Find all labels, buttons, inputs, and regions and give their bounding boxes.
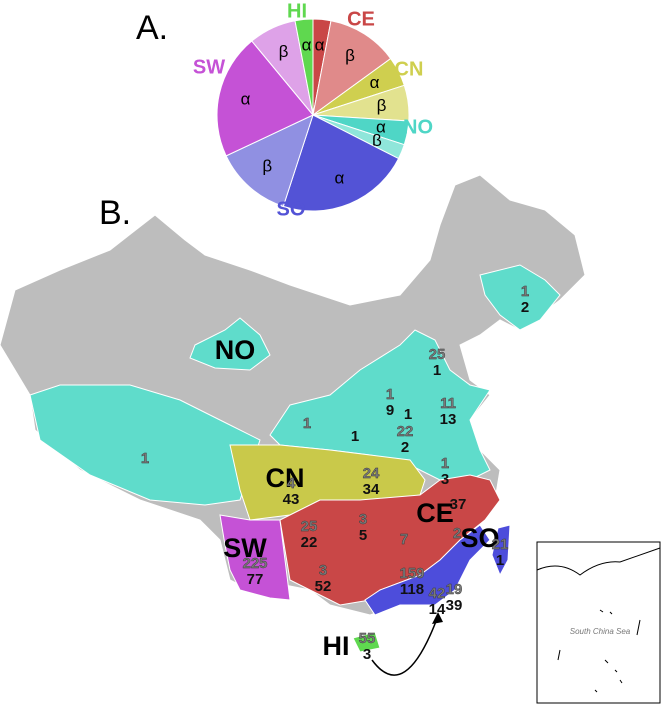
panel-label: A. xyxy=(136,9,168,47)
slice-label: β xyxy=(262,156,272,175)
count-bottom: 9 xyxy=(386,402,394,419)
count-top: 225 xyxy=(242,555,267,572)
arrow xyxy=(371,615,439,676)
count-bottom: 14 xyxy=(429,601,446,618)
count-top: 2 xyxy=(453,525,461,542)
region-hi xyxy=(352,631,381,653)
region-taiwan xyxy=(491,524,511,577)
slice-label: α xyxy=(376,117,386,136)
pie-slice xyxy=(312,20,392,117)
slice-label: α xyxy=(302,36,312,55)
count-top: 1 xyxy=(441,455,449,472)
region-sw xyxy=(219,514,291,601)
inset: South China Sea xyxy=(536,541,661,704)
group-label: HI xyxy=(287,0,307,22)
count-top: 3 xyxy=(319,562,327,579)
inset-label: South China Sea xyxy=(570,627,631,636)
group-label: NO xyxy=(403,116,433,138)
region-north xyxy=(189,317,271,371)
pie-slice xyxy=(216,40,314,157)
count-top: 1 xyxy=(521,283,529,300)
region-label: NO xyxy=(215,335,256,365)
inset-islands xyxy=(557,609,641,693)
count-top: 55 xyxy=(359,630,376,647)
count-top: 25 xyxy=(301,518,318,535)
count-bottom: 3 xyxy=(363,646,371,663)
count-bottom: 1 xyxy=(404,406,412,423)
count-top: 3 xyxy=(359,511,367,528)
count-bottom: 43 xyxy=(283,491,300,508)
count-top: 42 xyxy=(429,585,446,602)
count-top: 19 xyxy=(446,581,463,598)
slice-label: α xyxy=(335,168,345,187)
count-top: 1 xyxy=(141,450,149,467)
pie-slice xyxy=(294,18,314,116)
count-bottom: 1 xyxy=(433,362,441,379)
slice-label: β xyxy=(279,42,289,61)
count-bottom: 1 xyxy=(496,552,504,569)
region-label: CN xyxy=(266,463,305,493)
count-bottom: 2 xyxy=(401,439,409,456)
group-label: CN xyxy=(395,58,424,80)
region-ce xyxy=(279,474,501,606)
count-bottom: 77 xyxy=(247,571,264,588)
count-top: 1 xyxy=(303,415,311,432)
count-bottom: 39 xyxy=(446,597,463,614)
slice-label: β xyxy=(377,96,387,115)
region-label: HI xyxy=(323,631,350,661)
group-label: SW xyxy=(193,56,225,78)
count-bottom: 37 xyxy=(450,496,467,513)
count-bottom: 2 xyxy=(521,299,529,316)
count-bottom: 34 xyxy=(363,481,380,498)
count-bottom: 118 xyxy=(400,581,424,598)
pie-slice xyxy=(225,114,314,207)
slice-label: α xyxy=(370,73,380,92)
slice-label: α xyxy=(315,36,325,55)
count-bottom: 52 xyxy=(315,578,332,595)
inset-coast xyxy=(536,547,661,576)
region-label: SW xyxy=(223,533,267,563)
slice-label: β xyxy=(372,131,382,150)
panel-label: B. xyxy=(99,194,131,232)
count-top: 159 xyxy=(399,565,424,582)
count-bottom: 5 xyxy=(359,527,367,544)
count-top: 11 xyxy=(440,395,456,412)
count-top: 25 xyxy=(429,346,446,363)
slice-label: β xyxy=(345,46,355,65)
region-so xyxy=(364,524,491,616)
count-top: 22 xyxy=(397,423,414,440)
slice-label: α xyxy=(241,89,251,108)
region-northeast xyxy=(479,264,561,331)
map xyxy=(0,174,586,653)
region-label: SO xyxy=(460,523,499,553)
count-bottom: 13 xyxy=(440,411,457,428)
group-label: CE xyxy=(347,8,375,30)
arrow-head xyxy=(432,612,443,624)
count-top: 4 xyxy=(287,475,296,492)
count-bottom: 3 xyxy=(441,471,449,488)
count-top: 21 xyxy=(492,536,509,553)
group-label: SO xyxy=(277,198,306,220)
count-bottom: 22 xyxy=(301,534,318,551)
region-label: CE xyxy=(416,498,454,528)
count-bottom: 1 xyxy=(351,428,359,445)
pie-slice xyxy=(282,114,400,212)
count-top: 24 xyxy=(363,465,380,482)
count-top: 7 xyxy=(400,531,408,548)
count-top: 1 xyxy=(386,386,394,403)
